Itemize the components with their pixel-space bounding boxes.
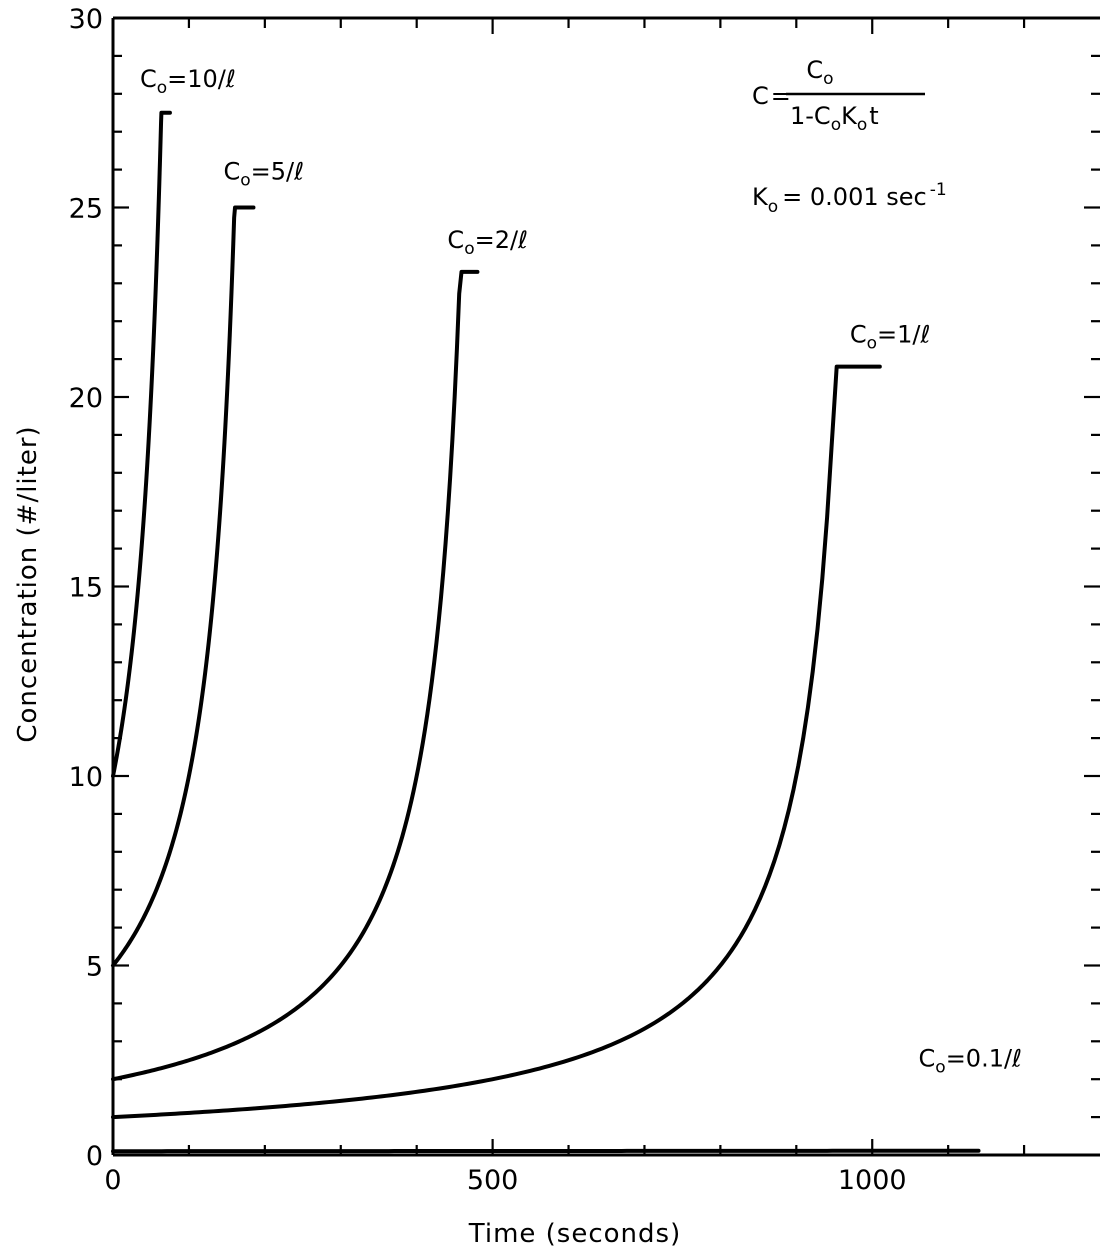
- plot-frame: [111, 16, 1100, 1157]
- series-labels: Co=10/ℓ Co=5/ℓ Co=2/ℓ Co=1/ℓ Co=0.1/ℓ: [140, 65, 1022, 1078]
- series-label-c0-0_1: Co=0.1/ℓ: [919, 1044, 1022, 1077]
- series-lines: [111, 110, 981, 1154]
- series-label-c0-10: Co=10/ℓ: [140, 65, 236, 98]
- rate-constant: Ko = 0.001 sec -1: [752, 180, 947, 217]
- series-label-c0-5: Co=5/ℓ: [223, 158, 304, 191]
- y-tick-label: 20: [69, 383, 103, 414]
- x-tick-label: 1000: [838, 1165, 907, 1196]
- equation: C= Co 1-CoKot: [752, 56, 925, 135]
- y-tick-label: 5: [86, 952, 103, 983]
- y-axis-title: Concentration (#/liter): [13, 425, 43, 742]
- equation-denominator: 1-CoKot: [790, 102, 879, 135]
- y-tick-label: 15: [69, 573, 103, 604]
- y-tick-label: 10: [69, 762, 103, 793]
- x-tick-label: 0: [104, 1165, 121, 1196]
- x-axis-title: Time (seconds): [468, 1219, 681, 1249]
- equation-numerator: Co: [806, 56, 833, 89]
- series-line-c0-10: [111, 110, 172, 778]
- x-tick-label: 500: [467, 1165, 519, 1196]
- series-line-c0-1: [111, 364, 882, 1120]
- axis-ticks: 0 500 1000 0 5 10 15 20 25 30: [69, 4, 1100, 1196]
- y-tick-label: 30: [69, 4, 103, 35]
- series-label-c0-2: Co=2/ℓ: [447, 226, 528, 259]
- rate-constant-text: Ko = 0.001 sec -1: [752, 180, 947, 217]
- series-line-c0-2: [111, 269, 480, 1082]
- equation-lhs: C=: [752, 82, 791, 110]
- series-label-c0-1: Co=1/ℓ: [850, 321, 931, 354]
- series-line-c0-5: [111, 205, 256, 968]
- y-tick-label: 25: [69, 194, 103, 225]
- y-tick-label: 0: [86, 1141, 103, 1172]
